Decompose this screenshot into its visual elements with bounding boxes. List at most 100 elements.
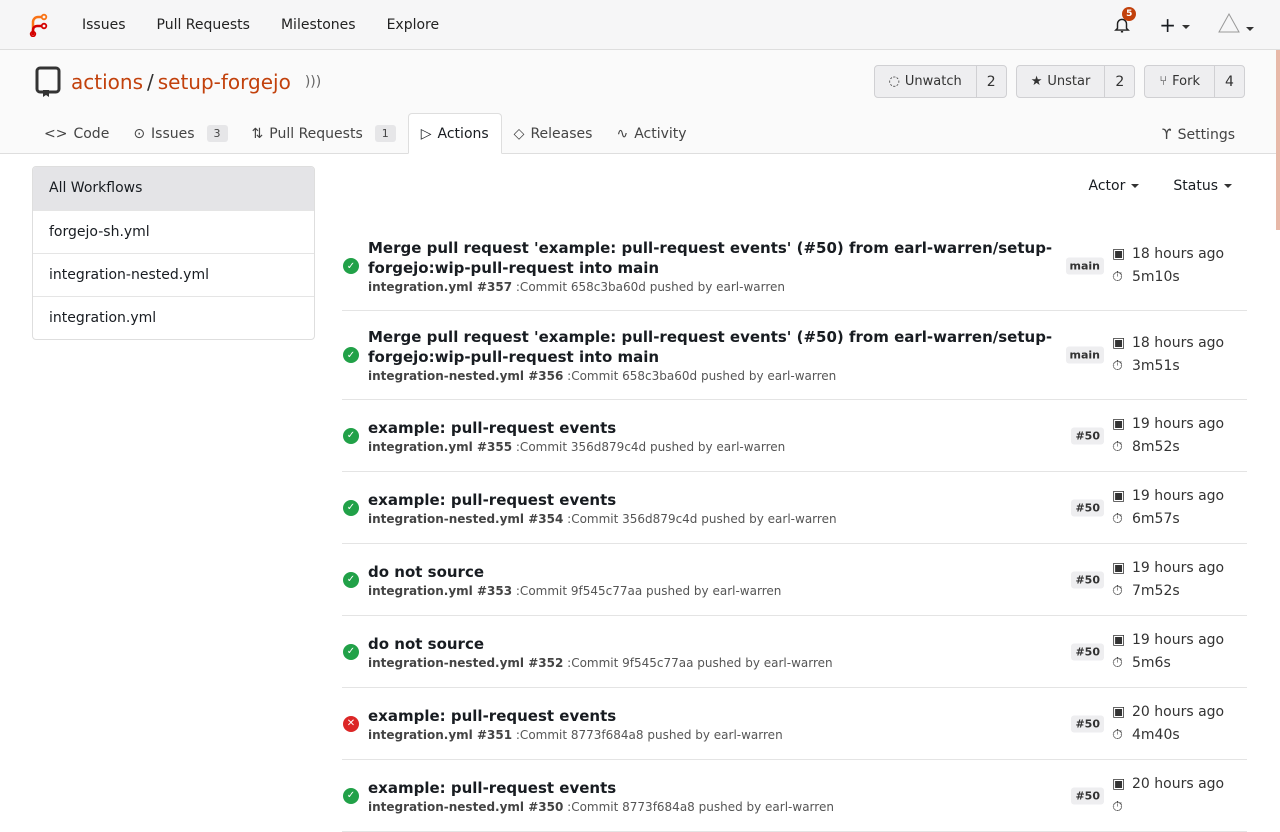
run-duration: 6m57s [1132, 510, 1180, 527]
run-time: 19 hours ago [1132, 631, 1225, 648]
repo-title: actions / setup-forgejo ))) [35, 66, 321, 98]
calendar-icon: ▣ [1112, 559, 1126, 576]
run-times: ▣ 19 hours ago ⏱ 6m57s [1112, 485, 1224, 531]
run-commit: :Commit 658c3ba60d pushed by earl-warren [515, 280, 786, 294]
run-duration: 5m6s [1132, 654, 1171, 671]
run-title[interactable]: example: pull-request events [368, 490, 617, 509]
run-ref-label[interactable]: #50 [1071, 571, 1104, 588]
star-count[interactable]: 2 [1104, 66, 1134, 97]
user-menu-button[interactable] [1218, 12, 1254, 37]
run-row[interactable]: ✓ Merge pull request 'example: pull-requ… [342, 311, 1247, 400]
issue-icon: ⊙ [133, 125, 146, 142]
run-commit: :Commit 356d879c4d pushed by earl-warren [515, 439, 786, 454]
stopwatch-icon: ⏱ [1112, 654, 1123, 671]
status-filter-dropdown[interactable]: Status [1173, 178, 1232, 194]
sidebar-item-forgejo-sh[interactable]: forgejo-sh.yml [33, 210, 314, 253]
repo-owner-link[interactable]: actions [71, 70, 143, 94]
run-row[interactable]: ✓ example: pull-request events integrati… [342, 760, 1247, 832]
check-circle-icon: ✓ [343, 499, 359, 516]
calendar-icon: ▣ [1112, 703, 1126, 720]
fork-count[interactable]: 4 [1214, 66, 1244, 97]
nav-issues[interactable]: Issues [82, 16, 126, 33]
run-title[interactable]: do not source [368, 562, 485, 581]
run-info: Merge pull request 'example: pull-reques… [368, 327, 1247, 383]
unstar-label: Unstar [1047, 74, 1091, 89]
run-row[interactable]: ✓ example: pull-request events integrati… [342, 400, 1247, 472]
nav-milestones[interactable]: Milestones [280, 16, 356, 33]
tab-code[interactable]: <> Code [32, 113, 121, 154]
run-title[interactable]: example: pull-request events [368, 706, 617, 725]
stopwatch-icon: ⏱ [1112, 510, 1123, 527]
run-ref-label[interactable]: main [1065, 346, 1104, 364]
run-row[interactable]: ✓ do not source integration.yml #353 :Co… [342, 544, 1247, 616]
x-circle-icon: ✕ [343, 715, 359, 732]
run-workflow: integration-nested.yml #354 [368, 511, 564, 526]
watch-count[interactable]: 2 [975, 66, 1006, 97]
run-meta: integration.yml #353 :Commit 9f545c77aa … [368, 584, 1107, 598]
sidebar-item-integration-nested[interactable]: integration-nested.yml [33, 253, 314, 296]
tab-issues[interactable]: ⊙ Issues 3 [121, 113, 239, 154]
fork-button[interactable]: ⑂ Fork 4 [1144, 65, 1245, 98]
nav-pull-requests[interactable]: Pull Requests [156, 16, 250, 33]
run-workflow: integration.yml #357 [368, 280, 513, 294]
run-ref-label[interactable]: main [1065, 257, 1104, 275]
run-ref-label[interactable]: #50 [1071, 499, 1104, 516]
nav-explore[interactable]: Explore [386, 16, 440, 33]
separator: / [146, 70, 154, 94]
run-time: 18 hours ago [1132, 246, 1225, 262]
create-menu-button[interactable]: + [1159, 13, 1190, 37]
run-workflow: integration-nested.yml #356 [368, 369, 564, 383]
run-title[interactable]: example: pull-request events [368, 778, 617, 797]
code-icon: <> [44, 125, 68, 142]
status-label: Status [1173, 178, 1218, 194]
run-title[interactable]: example: pull-request events [368, 418, 617, 437]
calendar-icon: ▣ [1112, 246, 1126, 262]
run-title[interactable]: do not source [368, 634, 485, 653]
top-navbar: Issues Pull Requests Milestones Explore … [0, 0, 1280, 50]
stopwatch-icon: ⏱ [1112, 798, 1123, 815]
actor-filter-dropdown[interactable]: Actor [1089, 178, 1140, 194]
run-ref-label[interactable]: #50 [1071, 715, 1104, 732]
repo-icon [35, 66, 61, 97]
run-workflow: integration-nested.yml #352 [368, 655, 564, 670]
run-times: ▣ 20 hours ago ⏱ 4m40s [1112, 701, 1224, 747]
run-duration: 4m40s [1132, 726, 1180, 743]
run-time: 19 hours ago [1132, 487, 1225, 504]
run-row[interactable]: ✓ do not source integration-nested.yml #… [342, 616, 1247, 688]
rss-icon[interactable]: ))) [304, 74, 322, 90]
run-duration: 8m52s [1132, 438, 1180, 455]
stopwatch-icon: ⏱ [1112, 726, 1123, 743]
forgejo-logo[interactable] [26, 13, 50, 37]
unstar-button[interactable]: ★ Unstar 2 [1015, 65, 1136, 98]
run-title[interactable]: Merge pull request 'example: pull-reques… [368, 239, 1053, 277]
tab-settings[interactable]: ϒ Settings [1162, 127, 1235, 143]
run-ref-label[interactable]: #50 [1071, 643, 1104, 660]
run-row[interactable]: ✓ example: pull-request events integrati… [342, 472, 1247, 544]
run-ref-label[interactable]: #50 [1071, 787, 1104, 804]
unwatch-button[interactable]: ◌ Unwatch 2 [873, 65, 1007, 98]
run-meta: integration-nested.yml #350 :Commit 8773… [368, 800, 1107, 814]
run-duration: 3m51s [1132, 358, 1180, 374]
run-time: 19 hours ago [1132, 415, 1225, 432]
notifications-button[interactable]: 5 [1113, 7, 1137, 34]
caret-down-icon [1182, 24, 1190, 29]
repo-name-link[interactable]: setup-forgejo [157, 70, 291, 94]
run-info: example: pull-request events integration… [368, 418, 1247, 454]
tab-pull-requests[interactable]: ⇅ Pull Requests 1 [240, 113, 408, 154]
run-title[interactable]: Merge pull request 'example: pull-reques… [368, 328, 1053, 366]
plus-icon: + [1159, 13, 1176, 37]
run-times: ▣ 19 hours ago ⏱ 5m6s [1112, 629, 1224, 675]
check-circle-icon: ✓ [343, 427, 359, 444]
tab-releases[interactable]: ◇ Releases [502, 113, 605, 154]
run-ref-label[interactable]: #50 [1071, 427, 1104, 444]
scrollbar[interactable] [1276, 50, 1280, 230]
run-times: ▣ 19 hours ago ⏱ 7m52s [1112, 557, 1224, 603]
pr-count: 1 [374, 125, 396, 142]
run-workflow: integration.yml #351 [368, 727, 513, 742]
tab-actions[interactable]: ▷ Actions [407, 113, 502, 154]
sidebar-item-all-workflows[interactable]: All Workflows [33, 167, 314, 210]
sidebar-item-integration[interactable]: integration.yml [33, 296, 314, 339]
run-row[interactable]: ✕ example: pull-request events integrati… [342, 688, 1247, 760]
tab-activity[interactable]: ∿ Activity [604, 113, 698, 154]
run-row[interactable]: ✓ Merge pull request 'example: pull-requ… [342, 222, 1247, 311]
